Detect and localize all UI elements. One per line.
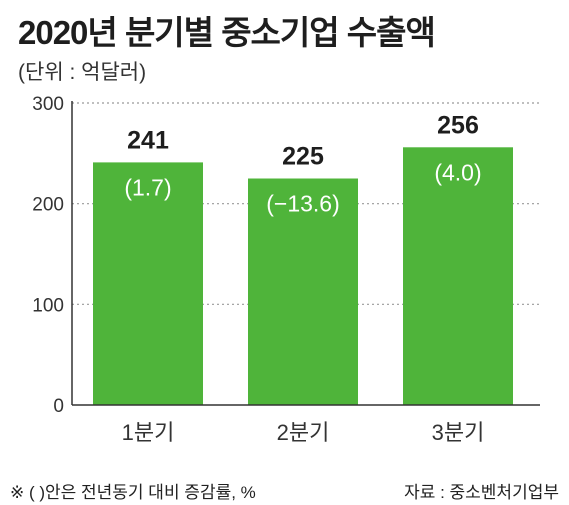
bar-chart: 0 100 200 300 241 (1.7) 1분기 225 (−13.6) 2분기 256 (4.… [32, 94, 540, 445]
y-tick-label: 0 [53, 396, 64, 417]
footnote: ※ ( )안은 전년동기 대비 증감률, % [10, 483, 256, 502]
source-note: 자료 : 중소벤처기업부 [404, 483, 559, 502]
bar [248, 178, 358, 405]
unit-label: (단위 : 억달러) [18, 61, 147, 84]
y-tick-label: 200 [32, 195, 64, 216]
axes [71, 101, 540, 406]
bars [93, 147, 513, 405]
labels: 0 100 200 300 241 (1.7) 1분기 225 (−13.6) 2분기 256 (4.… [32, 94, 484, 445]
value-label: 241 [127, 126, 169, 154]
bar [93, 162, 203, 405]
y-tick-label: 300 [32, 94, 64, 115]
x-tick-label: 2분기 [277, 420, 330, 445]
x-tick-label: 3분기 [432, 420, 485, 445]
value-label: 256 [437, 111, 479, 139]
chart-title: 2020년 분기별 중소기업 수출액 [18, 14, 436, 51]
x-tick-label: 1분기 [122, 420, 175, 445]
change-label: (−13.6) [266, 191, 340, 217]
bar [403, 147, 513, 405]
value-label: 225 [282, 143, 324, 171]
change-label: (4.0) [434, 159, 481, 185]
change-label: (1.7) [124, 174, 171, 200]
y-tick-label: 100 [32, 295, 64, 316]
